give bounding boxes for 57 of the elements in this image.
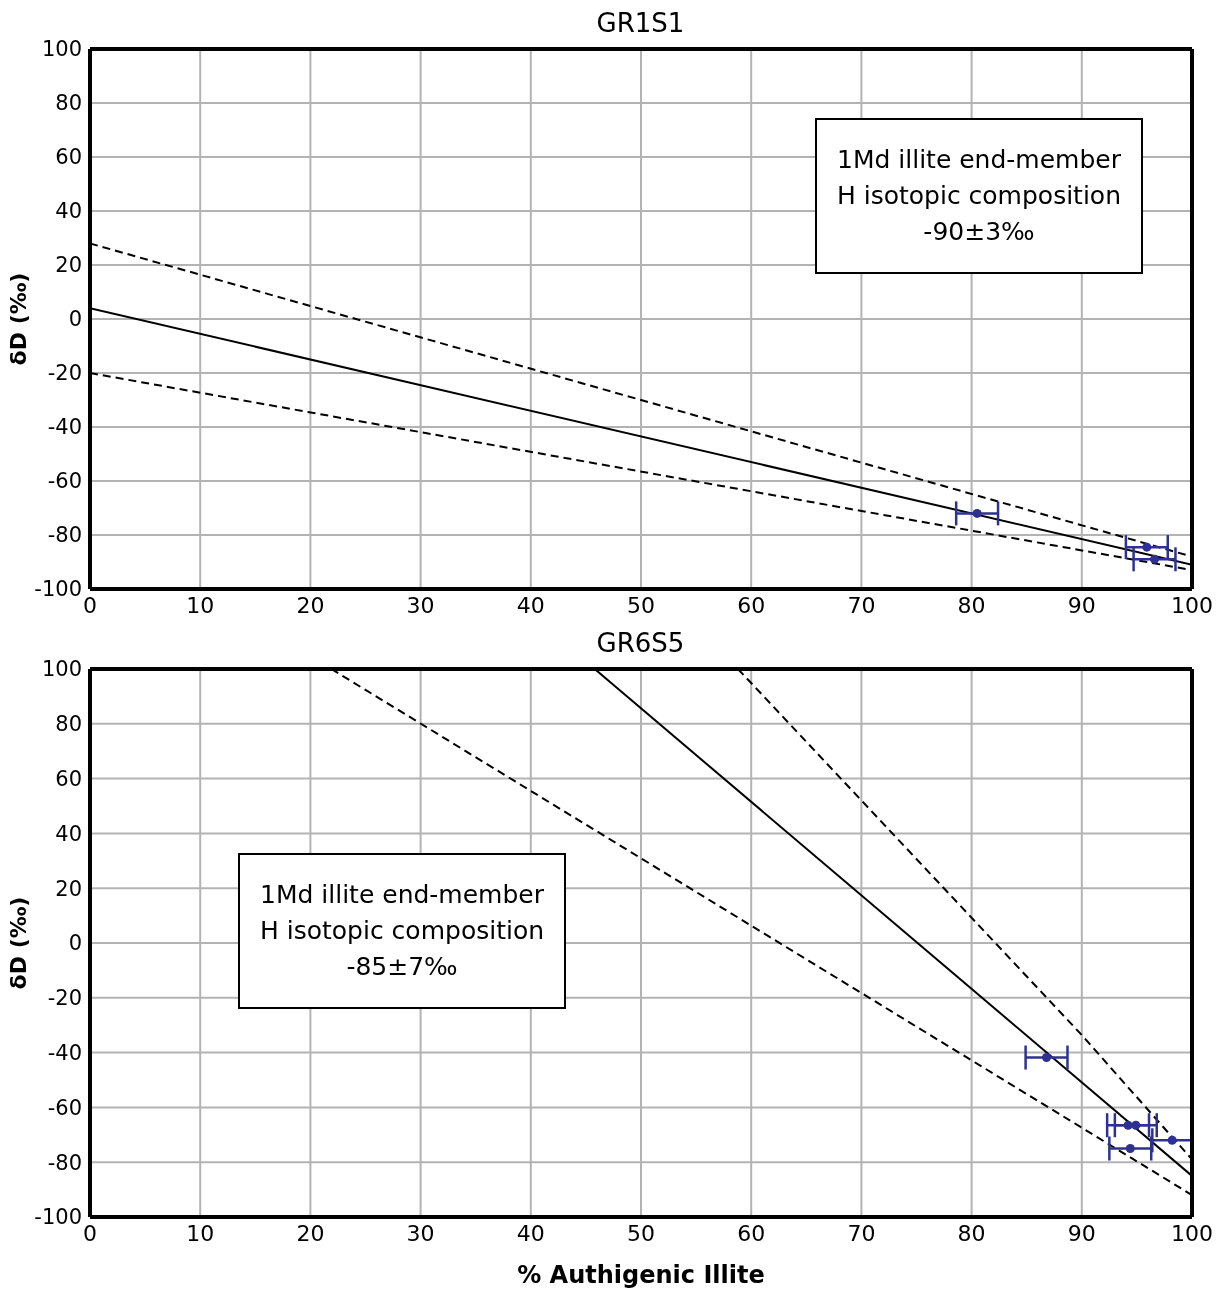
- point: [1042, 1053, 1052, 1063]
- x-tick-label: 50: [627, 1220, 655, 1246]
- x-tick-label: 20: [296, 592, 325, 618]
- x-tick-label: 90: [1067, 1220, 1096, 1246]
- y-tick-label: 80: [55, 712, 82, 737]
- x-tick-label: 50: [627, 592, 655, 618]
- y-tick-label: -60: [47, 1095, 82, 1120]
- y-tick-label: 40: [55, 821, 82, 846]
- x-tick-label: 60: [737, 1220, 766, 1246]
- x-tick-label: 60: [737, 592, 766, 618]
- y-tick-label: 0: [68, 307, 82, 332]
- y-tick-label: -80: [47, 523, 82, 548]
- x-tick-label: 70: [847, 1220, 876, 1246]
- y-tick-label: -100: [34, 1205, 82, 1230]
- chart-title: GR1S1: [595, 8, 686, 38]
- point: [972, 508, 982, 518]
- y-axis-title: δD (‰): [5, 896, 31, 990]
- x-axis-title: % Authigenic Illite: [517, 1261, 765, 1289]
- x-tick-label: 40: [516, 1220, 545, 1246]
- y-tick-label: 100: [41, 657, 82, 682]
- y-tick-label: 80: [55, 91, 82, 116]
- x-tick-label: 10: [186, 592, 215, 618]
- point: [1142, 542, 1152, 552]
- point: [1123, 1120, 1133, 1130]
- x-tick-label: 20: [296, 1220, 325, 1246]
- x-tick-label: 10: [186, 1220, 215, 1246]
- chart-title: GR6S5: [595, 628, 686, 658]
- y-tick-label: -40: [47, 415, 82, 440]
- y-tick-label: 20: [55, 253, 82, 278]
- point: [1167, 1135, 1177, 1145]
- x-tick-label: 80: [957, 1220, 986, 1246]
- point: [1131, 1120, 1141, 1130]
- x-tick-label: 90: [1067, 592, 1096, 618]
- y-tick-label: -80: [47, 1150, 82, 1175]
- y-tick-label: 40: [55, 199, 82, 224]
- x-tick-label: 80: [957, 592, 986, 618]
- annotation: 1Md illite end-member H isotopic composition -90±3‰: [836, 144, 1121, 248]
- y-tick-label: 100: [41, 37, 82, 62]
- x-tick-label: 70: [847, 592, 876, 618]
- y-tick-label: -20: [47, 361, 82, 386]
- y-tick-label: -40: [47, 1041, 82, 1066]
- y-tick-label: -60: [47, 469, 82, 494]
- y-axis-title: δD (‰): [5, 272, 31, 366]
- x-tick-label: 100: [1171, 592, 1213, 618]
- x-tick-label: 100: [1171, 1220, 1213, 1246]
- y-tick-label: 60: [55, 767, 82, 792]
- x-tick-label: 30: [406, 1220, 435, 1246]
- point: [1150, 554, 1160, 564]
- y-tick-label: 60: [55, 145, 82, 170]
- x-tick-label: 30: [406, 592, 435, 618]
- y-tick-label: 0: [68, 931, 82, 956]
- point: [1125, 1143, 1135, 1154]
- x-tick-label: 40: [516, 592, 545, 618]
- y-tick-label: -20: [47, 986, 82, 1011]
- y-tick-label: -100: [34, 577, 82, 602]
- annotation: 1Md illite end-member H isotopic composition -85±7‰: [260, 879, 545, 983]
- y-tick-label: 20: [55, 876, 82, 901]
